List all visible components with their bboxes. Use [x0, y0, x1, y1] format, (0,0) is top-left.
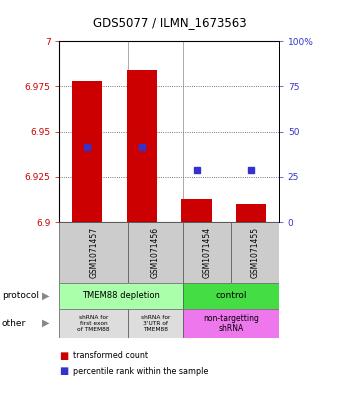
Text: ▶: ▶	[42, 318, 50, 328]
Bar	[128, 222, 183, 283]
Text: shRNA for
3'UTR of
TMEM88: shRNA for 3'UTR of TMEM88	[141, 315, 170, 332]
Text: protocol: protocol	[2, 291, 39, 300]
Bar	[183, 222, 231, 283]
Bar	[183, 283, 279, 309]
Bar	[59, 309, 128, 338]
Text: ▶: ▶	[42, 291, 50, 301]
Text: GSM1071457: GSM1071457	[89, 227, 98, 278]
Text: ■: ■	[59, 351, 69, 361]
Bar	[236, 204, 267, 222]
Bar	[59, 222, 128, 283]
Text: transformed count: transformed count	[73, 351, 148, 360]
Text: non-targetting
shRNA: non-targetting shRNA	[203, 314, 259, 333]
Bar	[183, 309, 279, 338]
Text: percentile rank within the sample: percentile rank within the sample	[73, 367, 208, 376]
Text: ■: ■	[59, 366, 69, 376]
Text: GDS5077 / ILMN_1673563: GDS5077 / ILMN_1673563	[93, 16, 247, 29]
Bar	[231, 222, 279, 283]
Text: shRNA for
first exon
of TMEM88: shRNA for first exon of TMEM88	[78, 315, 110, 332]
Text: other: other	[2, 319, 26, 328]
Bar	[127, 70, 157, 222]
Bar	[72, 81, 102, 222]
Text: control: control	[215, 291, 246, 300]
Bar	[59, 283, 183, 309]
Bar	[128, 309, 183, 338]
Text: GSM1071456: GSM1071456	[151, 227, 160, 278]
Bar	[182, 198, 211, 222]
Text: GSM1071455: GSM1071455	[250, 227, 259, 278]
Text: GSM1071454: GSM1071454	[202, 227, 211, 278]
Text: TMEM88 depletion: TMEM88 depletion	[82, 291, 160, 300]
